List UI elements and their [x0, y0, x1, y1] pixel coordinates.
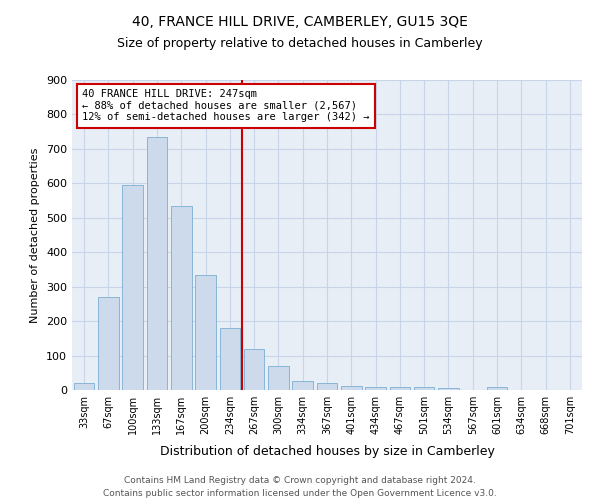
Bar: [389, 387, 410, 390]
Bar: [122, 185, 143, 390]
Text: 40 FRANCE HILL DRIVE: 247sqm
← 88% of detached houses are smaller (2,567)
12% of: 40 FRANCE HILL DRIVE: 247sqm ← 88% of de…: [82, 90, 370, 122]
Bar: [98, 297, 119, 390]
Bar: [341, 386, 362, 390]
Bar: [268, 366, 289, 390]
Text: 40, FRANCE HILL DRIVE, CAMBERLEY, GU15 3QE: 40, FRANCE HILL DRIVE, CAMBERLEY, GU15 3…: [132, 15, 468, 29]
Bar: [317, 383, 337, 390]
Bar: [220, 328, 240, 390]
Bar: [195, 274, 216, 390]
Bar: [244, 348, 265, 390]
Bar: [74, 383, 94, 390]
X-axis label: Distribution of detached houses by size in Camberley: Distribution of detached houses by size …: [160, 446, 494, 458]
Bar: [146, 137, 167, 390]
Bar: [487, 387, 508, 390]
Bar: [292, 382, 313, 390]
Bar: [414, 387, 434, 390]
Y-axis label: Number of detached properties: Number of detached properties: [31, 148, 40, 322]
Text: Size of property relative to detached houses in Camberley: Size of property relative to detached ho…: [117, 38, 483, 51]
Text: Contains HM Land Registry data © Crown copyright and database right 2024.
Contai: Contains HM Land Registry data © Crown c…: [103, 476, 497, 498]
Bar: [438, 388, 459, 390]
Bar: [365, 386, 386, 390]
Bar: [171, 206, 191, 390]
